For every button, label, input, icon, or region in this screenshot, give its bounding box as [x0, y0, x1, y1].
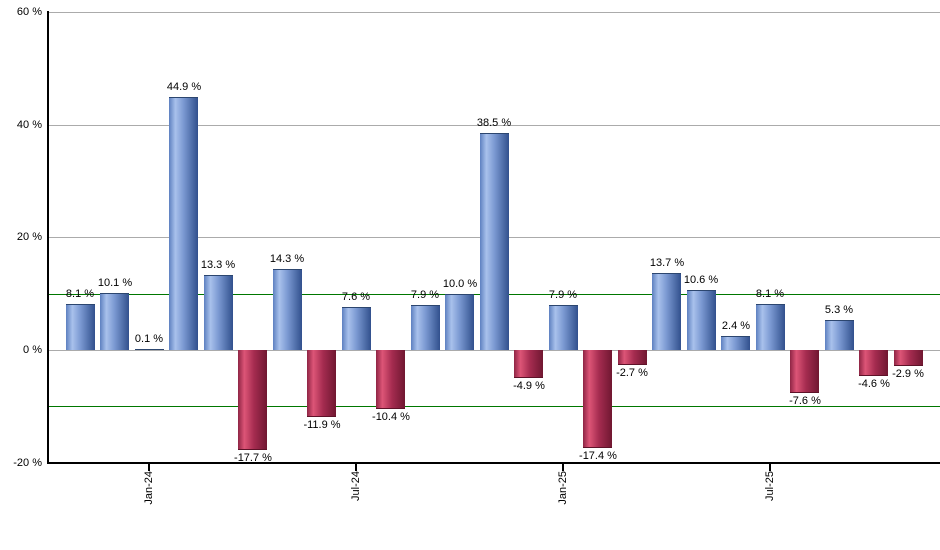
bar: [652, 273, 681, 350]
bar-value-label: 8.1 %: [65, 288, 95, 300]
bar: [687, 290, 716, 350]
y-axis-tick-label: 60 %: [16, 6, 42, 18]
bar: [583, 350, 612, 448]
bar-value-label: 14.3 %: [269, 253, 305, 265]
x-axis-tick: [148, 462, 150, 471]
bar-value-label: -11.9 %: [303, 419, 341, 431]
y-gridline: [48, 125, 940, 126]
bar: [756, 304, 785, 350]
bar: [204, 275, 233, 350]
bar-value-label: 7.9 %: [410, 289, 440, 301]
x-axis-tick-label: Jan-24: [143, 471, 155, 505]
bar-value-label: 13.3 %: [200, 259, 236, 271]
y-axis-tick-label: 0 %: [23, 344, 42, 356]
bar: [238, 350, 267, 450]
bar: [376, 350, 405, 409]
bar-value-label: 2.4 %: [721, 320, 751, 332]
bar-value-label: -7.6 %: [789, 395, 821, 407]
bar-value-label: 44.9 %: [166, 81, 202, 93]
bar: [790, 350, 819, 393]
y-gridline: [48, 12, 940, 13]
bar-value-label: 5.3 %: [824, 304, 854, 316]
x-axis-tick-label: Jan-25: [557, 471, 569, 505]
bar: [342, 307, 371, 350]
y-axis-line: [47, 11, 49, 464]
bar-value-label: -17.4 %: [579, 450, 617, 462]
bar-value-label: 10.6 %: [683, 274, 719, 286]
bar-value-label: 7.9 %: [548, 289, 578, 301]
bar: [273, 269, 302, 350]
bar: [825, 320, 854, 350]
bar: [721, 336, 750, 350]
bar-value-label: -4.6 %: [858, 378, 890, 390]
bar: [445, 294, 474, 350]
y-axis-tick-label: 20 %: [16, 231, 42, 243]
bar: [894, 350, 923, 366]
x-axis-tick: [769, 462, 771, 471]
bar: [66, 304, 95, 350]
reference-line: [48, 406, 940, 407]
bar-value-label: -2.7 %: [616, 367, 648, 379]
bar-value-label: 13.7 %: [649, 257, 685, 269]
bar: [411, 305, 440, 350]
bar: [859, 350, 888, 376]
x-axis-tick-label: Jul-25: [764, 471, 776, 501]
bar-value-label: 7.6 %: [341, 291, 371, 303]
bar: [169, 97, 198, 350]
bar: [135, 349, 164, 350]
y-gridline: [48, 350, 940, 351]
bar: [514, 350, 543, 378]
bar-value-label: -2.9 %: [892, 368, 924, 380]
bar-value-label: -10.4 %: [372, 411, 410, 423]
bar: [307, 350, 336, 417]
x-axis-tick: [562, 462, 564, 471]
bar-value-label: 10.0 %: [442, 278, 478, 290]
y-axis-tick-label: 40 %: [16, 119, 42, 131]
bar-value-label: 38.5 %: [476, 117, 512, 129]
bar-value-label: -17.7 %: [234, 452, 272, 464]
y-axis-tick-label: -20 %: [13, 457, 42, 469]
x-axis-line: [47, 462, 940, 464]
x-axis-tick-label: Jul-24: [350, 471, 362, 501]
bar-value-label: 0.1 %: [134, 333, 164, 345]
bar: [480, 133, 509, 350]
bar: [549, 305, 578, 350]
bar-value-label: -4.9 %: [513, 380, 545, 392]
bar: [100, 293, 129, 350]
bar: [618, 350, 647, 365]
x-axis-tick: [355, 462, 357, 471]
bar-value-label: 8.1 %: [755, 288, 785, 300]
bar-value-label: 10.1 %: [97, 277, 133, 289]
